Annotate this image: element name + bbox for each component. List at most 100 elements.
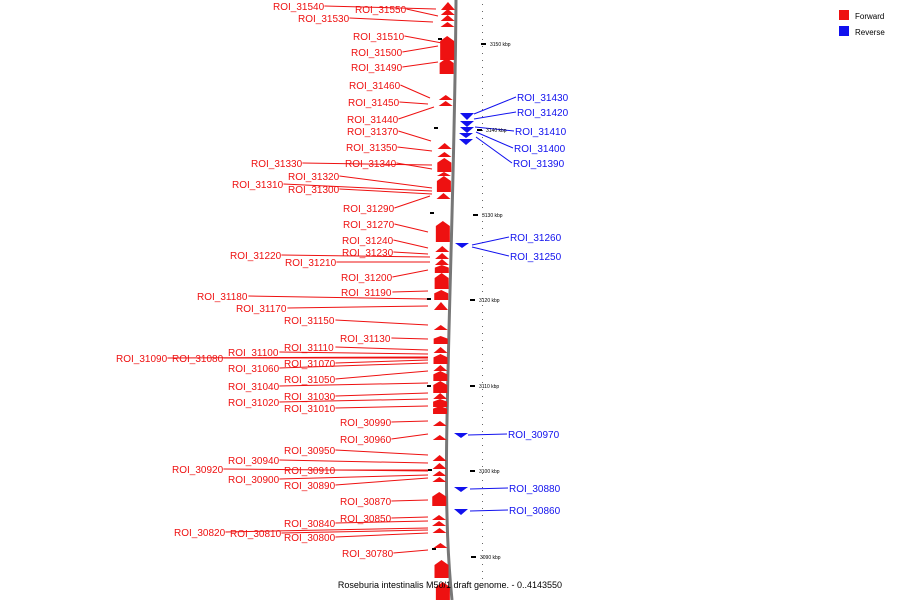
sequence-dot: [482, 403, 483, 404]
sequence-dot: [482, 494, 483, 495]
forward-gene-label: ROI_31010: [284, 404, 336, 415]
forward-leader-line: [398, 130, 432, 142]
forward-leader-line: [302, 162, 433, 166]
forward-gene-arrow: [433, 336, 448, 344]
sequence-dot: [482, 529, 483, 530]
scale-tick-label: 3110 kbp: [479, 384, 499, 390]
gap-marker: [427, 385, 431, 387]
reverse-leader-line: [473, 96, 517, 115]
forward-leader-line: [391, 420, 429, 423]
forward-gene-arrow: [438, 101, 453, 106]
forward-gene-label: ROI_31340: [345, 159, 397, 170]
forward-gene-label: ROI_31500: [351, 48, 403, 59]
reverse-leader-line: [475, 131, 514, 149]
sequence-dot: [482, 326, 483, 327]
forward-leader-line: [248, 295, 429, 300]
forward-gene-label: ROI_31200: [341, 273, 393, 284]
forward-gene-label: ROI_31490: [351, 63, 403, 74]
forward-leader-line: [324, 5, 437, 10]
gap-marker: [432, 548, 436, 550]
reverse-leader-line: [467, 433, 508, 436]
sequence-dot: [482, 389, 483, 390]
label-leaders: [167, 5, 517, 554]
forward-leader-line: [335, 370, 429, 380]
sequence-dot: [482, 158, 483, 159]
forward-leader-line: [335, 405, 429, 409]
reverse-gene-label: ROI_31390: [513, 159, 565, 170]
legend: Forward Reverse: [839, 10, 885, 37]
forward-gene-arrow: [432, 515, 447, 520]
sequence-dot: [482, 74, 483, 75]
sequence-dot: [482, 116, 483, 117]
forward-gene-arrow: [436, 193, 451, 199]
forward-gene-label: ROI_31460: [349, 81, 401, 92]
sequence-dot: [482, 487, 483, 488]
forward-gene-arrow: [433, 381, 448, 393]
sequence-dot: [482, 270, 483, 271]
sequence-dot: [482, 186, 483, 187]
sequence-dot: [482, 4, 483, 5]
forward-gene-label: ROI_31220: [230, 251, 282, 262]
forward-gene-arrow: [433, 406, 448, 414]
forward-gene-arrow: [433, 393, 448, 399]
sequence-dot: [482, 438, 483, 439]
forward-gene-arrow: [433, 302, 448, 310]
sequence-dot: [482, 123, 483, 124]
forward-leader-line: [406, 8, 439, 17]
sequence-dot: [482, 235, 483, 236]
reverse-gene-label: ROI_31410: [515, 127, 567, 138]
reverse-gene-arrow: [460, 121, 474, 127]
forward-gene-label: ROI_31540: [273, 2, 325, 13]
sequence-dot: [482, 109, 483, 110]
sequence-dot: [482, 291, 483, 292]
sequence-dot: [482, 571, 483, 572]
sequence-dot: [482, 557, 483, 558]
reverse-leader-line: [471, 246, 510, 257]
scale-tick: [481, 43, 486, 45]
sequence-dot: [482, 501, 483, 502]
reverse-gene-arrow: [459, 139, 473, 145]
legend-reverse-swatch: [839, 26, 849, 36]
sequence-dot: [482, 81, 483, 82]
sequence-dot: [482, 347, 483, 348]
sequence-dot: [482, 543, 483, 544]
sequence-dot: [482, 298, 483, 299]
sequence-dot: [482, 88, 483, 89]
scale-tick: [470, 385, 475, 387]
sequence-dot: [482, 536, 483, 537]
forward-leader-line: [223, 468, 429, 472]
reverse-leader-line: [474, 126, 515, 132]
sequence-dot: [482, 18, 483, 19]
sequence-dot: [482, 312, 483, 313]
forward-leader-line: [402, 61, 439, 68]
reverse-leader-line: [471, 236, 510, 246]
forward-gene-label: ROI_31530: [298, 14, 350, 25]
scale-tick-label: 3120 kbp: [479, 298, 500, 304]
sequence-dot: [482, 39, 483, 40]
sequence-dot: [482, 32, 483, 33]
forward-leader-line: [335, 392, 429, 397]
sequence-dot: [482, 473, 483, 474]
forward-gene-arrow: [437, 152, 452, 157]
sequence-dot: [482, 277, 483, 278]
forward-leader-line: [402, 45, 439, 53]
sequence-dot: [482, 137, 483, 138]
forward-gene-label: ROI_31070: [284, 359, 336, 370]
forward-leader-line: [283, 183, 433, 192]
forward-gene-arrow: [434, 290, 449, 300]
forward-gene-label: ROI_31240: [342, 236, 394, 247]
reverse-gene-label: ROI_30860: [509, 506, 561, 517]
forward-gene-label: ROI_31440: [347, 115, 399, 126]
sequence-dot: [482, 102, 483, 103]
forward-gene-label: ROI_31060: [228, 364, 280, 375]
forward-gene-label: ROI_31510: [353, 32, 405, 43]
sequence-dot: [482, 382, 483, 383]
forward-gene-label: ROI_31300: [288, 185, 340, 196]
forward-gene-arrow: [432, 471, 447, 476]
sequence-dot: [482, 466, 483, 467]
scale-tick: [470, 299, 475, 301]
forward-leader-line: [393, 239, 429, 249]
forward-gene-arrow: [432, 477, 447, 482]
forward-gene-label: ROI_31550: [355, 5, 407, 16]
sequence-dot: [482, 151, 483, 152]
